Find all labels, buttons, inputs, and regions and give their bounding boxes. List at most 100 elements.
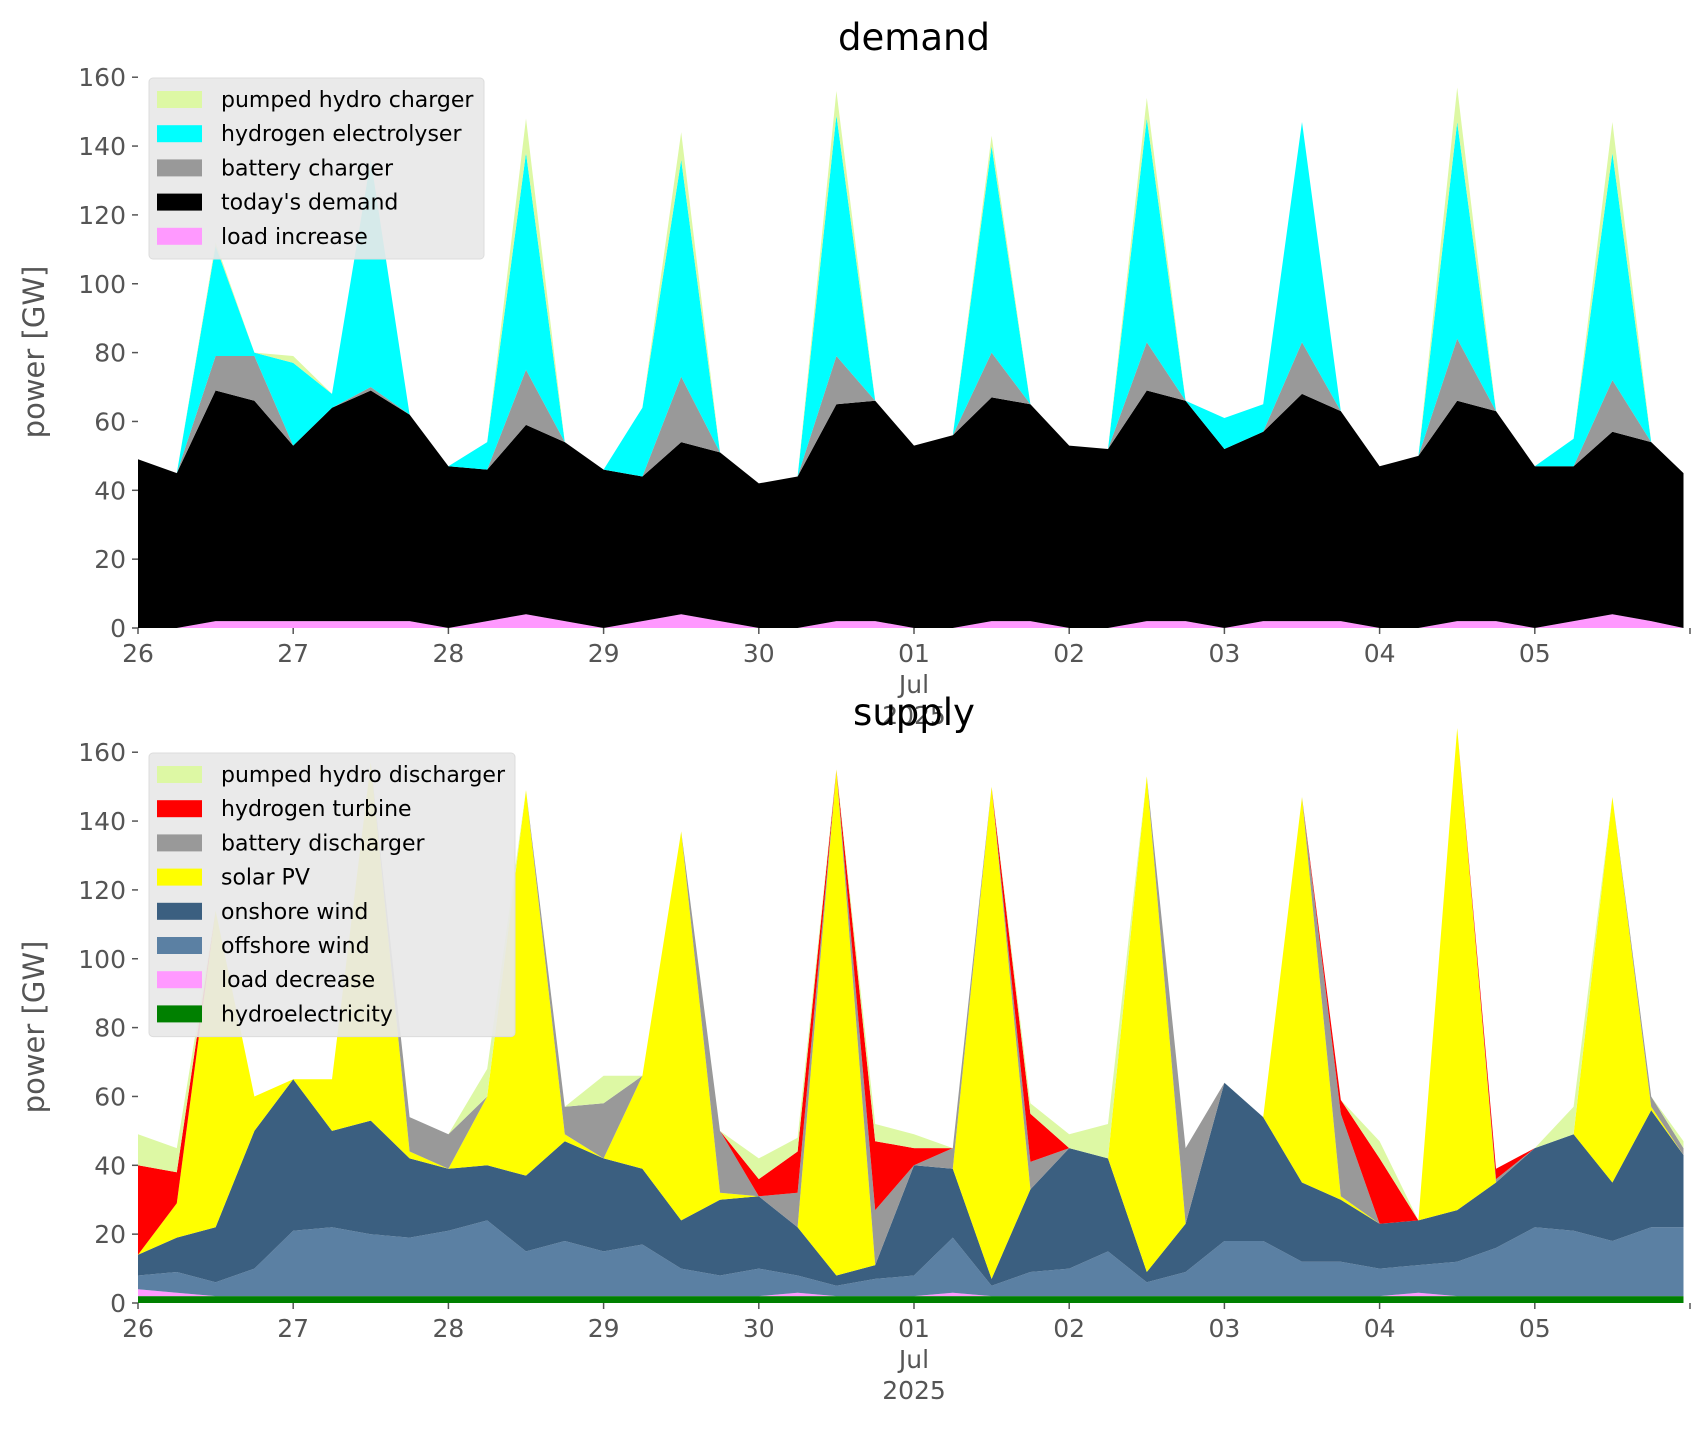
x-tick-label: 04 xyxy=(1364,639,1396,668)
legend-swatch xyxy=(157,91,202,108)
y-tick-label: 120 xyxy=(78,201,126,230)
area-solar-pv xyxy=(138,728,1684,1279)
legend-item-today-s-demand: today's demand xyxy=(157,191,398,216)
x-tick-label: 29 xyxy=(588,1314,620,1343)
legend-label: load increase xyxy=(221,225,368,250)
legend-swatch xyxy=(157,868,202,886)
y-axis-label: power [GW] xyxy=(17,266,51,439)
x-tick-label: 04 xyxy=(1364,1314,1396,1343)
x-tick-sublabel: Jul xyxy=(897,670,929,699)
x-tick-sublabel: 2025 xyxy=(882,1376,946,1405)
legend-label: hydroelectricity xyxy=(221,1002,393,1027)
legend-swatch xyxy=(157,766,202,783)
legend-box xyxy=(148,77,485,260)
y-tick-label: 80 xyxy=(94,1014,126,1043)
legend-swatch xyxy=(157,125,202,143)
x-tick-label: 05 xyxy=(1519,1314,1551,1343)
y-tick-label: 100 xyxy=(78,945,126,974)
y-tick-label: 140 xyxy=(78,807,126,836)
y-tick-label: 160 xyxy=(78,63,126,92)
legend-swatch xyxy=(157,193,202,211)
legend-swatch xyxy=(157,800,202,818)
area-series-group xyxy=(138,728,1684,1303)
legend-item-battery-charger: battery charger xyxy=(157,156,394,181)
legend-item-pumped-hydro-charger: pumped hydro charger xyxy=(157,88,474,113)
x-tick-label: 26 xyxy=(122,639,154,668)
legend-item-offshore-wind: offshore wind xyxy=(157,934,370,959)
x-tick-label: 27 xyxy=(277,639,309,668)
legend-item-solar-pv: solar PV xyxy=(157,866,310,891)
area-series-group xyxy=(138,87,1684,628)
y-tick-label: 120 xyxy=(78,876,126,905)
legend-label: pumped hydro discharger xyxy=(221,763,506,788)
area-offshore-wind xyxy=(138,1220,1684,1297)
y-tick-label: 140 xyxy=(78,132,126,161)
x-tick-label: 02 xyxy=(1053,639,1085,668)
area-load-increase xyxy=(138,614,1684,628)
legend-swatch xyxy=(157,971,202,989)
y-tick-label: 160 xyxy=(78,738,126,767)
y-tick-label: 80 xyxy=(94,339,126,368)
x-tick-label: 30 xyxy=(743,639,775,668)
legend-label: onshore wind xyxy=(221,900,368,925)
x-tick-label: 30 xyxy=(743,1314,775,1343)
legend-swatch xyxy=(157,227,202,245)
x-tick-sublabel: Jul xyxy=(897,1345,929,1374)
legend-label: load decrease xyxy=(221,968,375,993)
x-tick-label: 03 xyxy=(1208,1314,1240,1343)
x-tick-label: 01 xyxy=(898,639,930,668)
legend-label: pumped hydro charger xyxy=(221,88,474,113)
y-tick-label: 60 xyxy=(94,1082,126,1111)
area-onshore-wind xyxy=(138,1079,1684,1286)
x-tick-label: 28 xyxy=(432,1314,464,1343)
area-battery-charger xyxy=(138,338,1684,484)
legend-item-load-increase: load increase xyxy=(157,225,368,250)
chart-title: demand xyxy=(838,16,990,59)
x-tick-label: 27 xyxy=(277,1314,309,1343)
y-axis-label: power [GW] xyxy=(17,941,51,1114)
x-tick-label: 29 xyxy=(588,639,620,668)
legend-item-hydrogen-turbine: hydrogen turbine xyxy=(157,797,412,822)
y-tick-label: 20 xyxy=(94,1220,126,1249)
legend-swatch xyxy=(157,902,202,920)
legend: pumped hydro discharger hydrogen turbine b… xyxy=(148,752,516,1038)
y-tick-label: 20 xyxy=(94,545,126,574)
legend-label: battery discharger xyxy=(221,831,426,856)
legend-item-onshore-wind: onshore wind xyxy=(157,900,368,925)
area-hydroelectricity xyxy=(138,1296,1684,1303)
chart-title: supply xyxy=(853,691,975,734)
x-tick-label: 26 xyxy=(122,1314,154,1343)
legend-label: hydrogen turbine xyxy=(221,797,412,822)
y-tick-label: 40 xyxy=(94,476,126,505)
legend-box xyxy=(148,752,516,1038)
legend-label: battery charger xyxy=(221,156,394,181)
legend: pumped hydro charger hydrogen electrolyse… xyxy=(148,77,485,260)
legend-item-load-decrease: load decrease xyxy=(157,968,375,993)
y-tick-label: 0 xyxy=(110,1289,126,1318)
y-tick-label: 0 xyxy=(110,614,126,643)
legend-item-pumped-hydro-discharger: pumped hydro discharger xyxy=(157,763,506,788)
legend-swatch xyxy=(157,937,202,954)
x-tick-sublabel: 2025 xyxy=(882,701,946,730)
legend-swatch xyxy=(157,834,202,852)
area-today-s-demand xyxy=(138,390,1684,628)
legend-item-hydrogen-electrolyser: hydrogen electrolyser xyxy=(157,122,462,147)
legend-swatch xyxy=(157,159,202,177)
legend-label: hydrogen electrolyser xyxy=(221,122,462,147)
legend-swatch xyxy=(157,1005,202,1023)
y-tick-label: 60 xyxy=(94,407,126,436)
x-tick-label: 03 xyxy=(1208,639,1240,668)
legend-label: offshore wind xyxy=(221,934,370,959)
area-hydrogen-turbine xyxy=(138,728,1684,1255)
x-tick-label: 02 xyxy=(1053,1314,1085,1343)
x-tick-label: 05 xyxy=(1519,639,1551,668)
legend-label: solar PV xyxy=(221,866,310,891)
x-tick-label: 28 xyxy=(432,639,464,668)
legend-item-hydroelectricity: hydroelectricity xyxy=(157,1002,393,1027)
y-tick-label: 40 xyxy=(94,1151,126,1180)
legend-label: today's demand xyxy=(221,191,398,216)
legend-item-battery-discharger: battery discharger xyxy=(157,831,426,856)
